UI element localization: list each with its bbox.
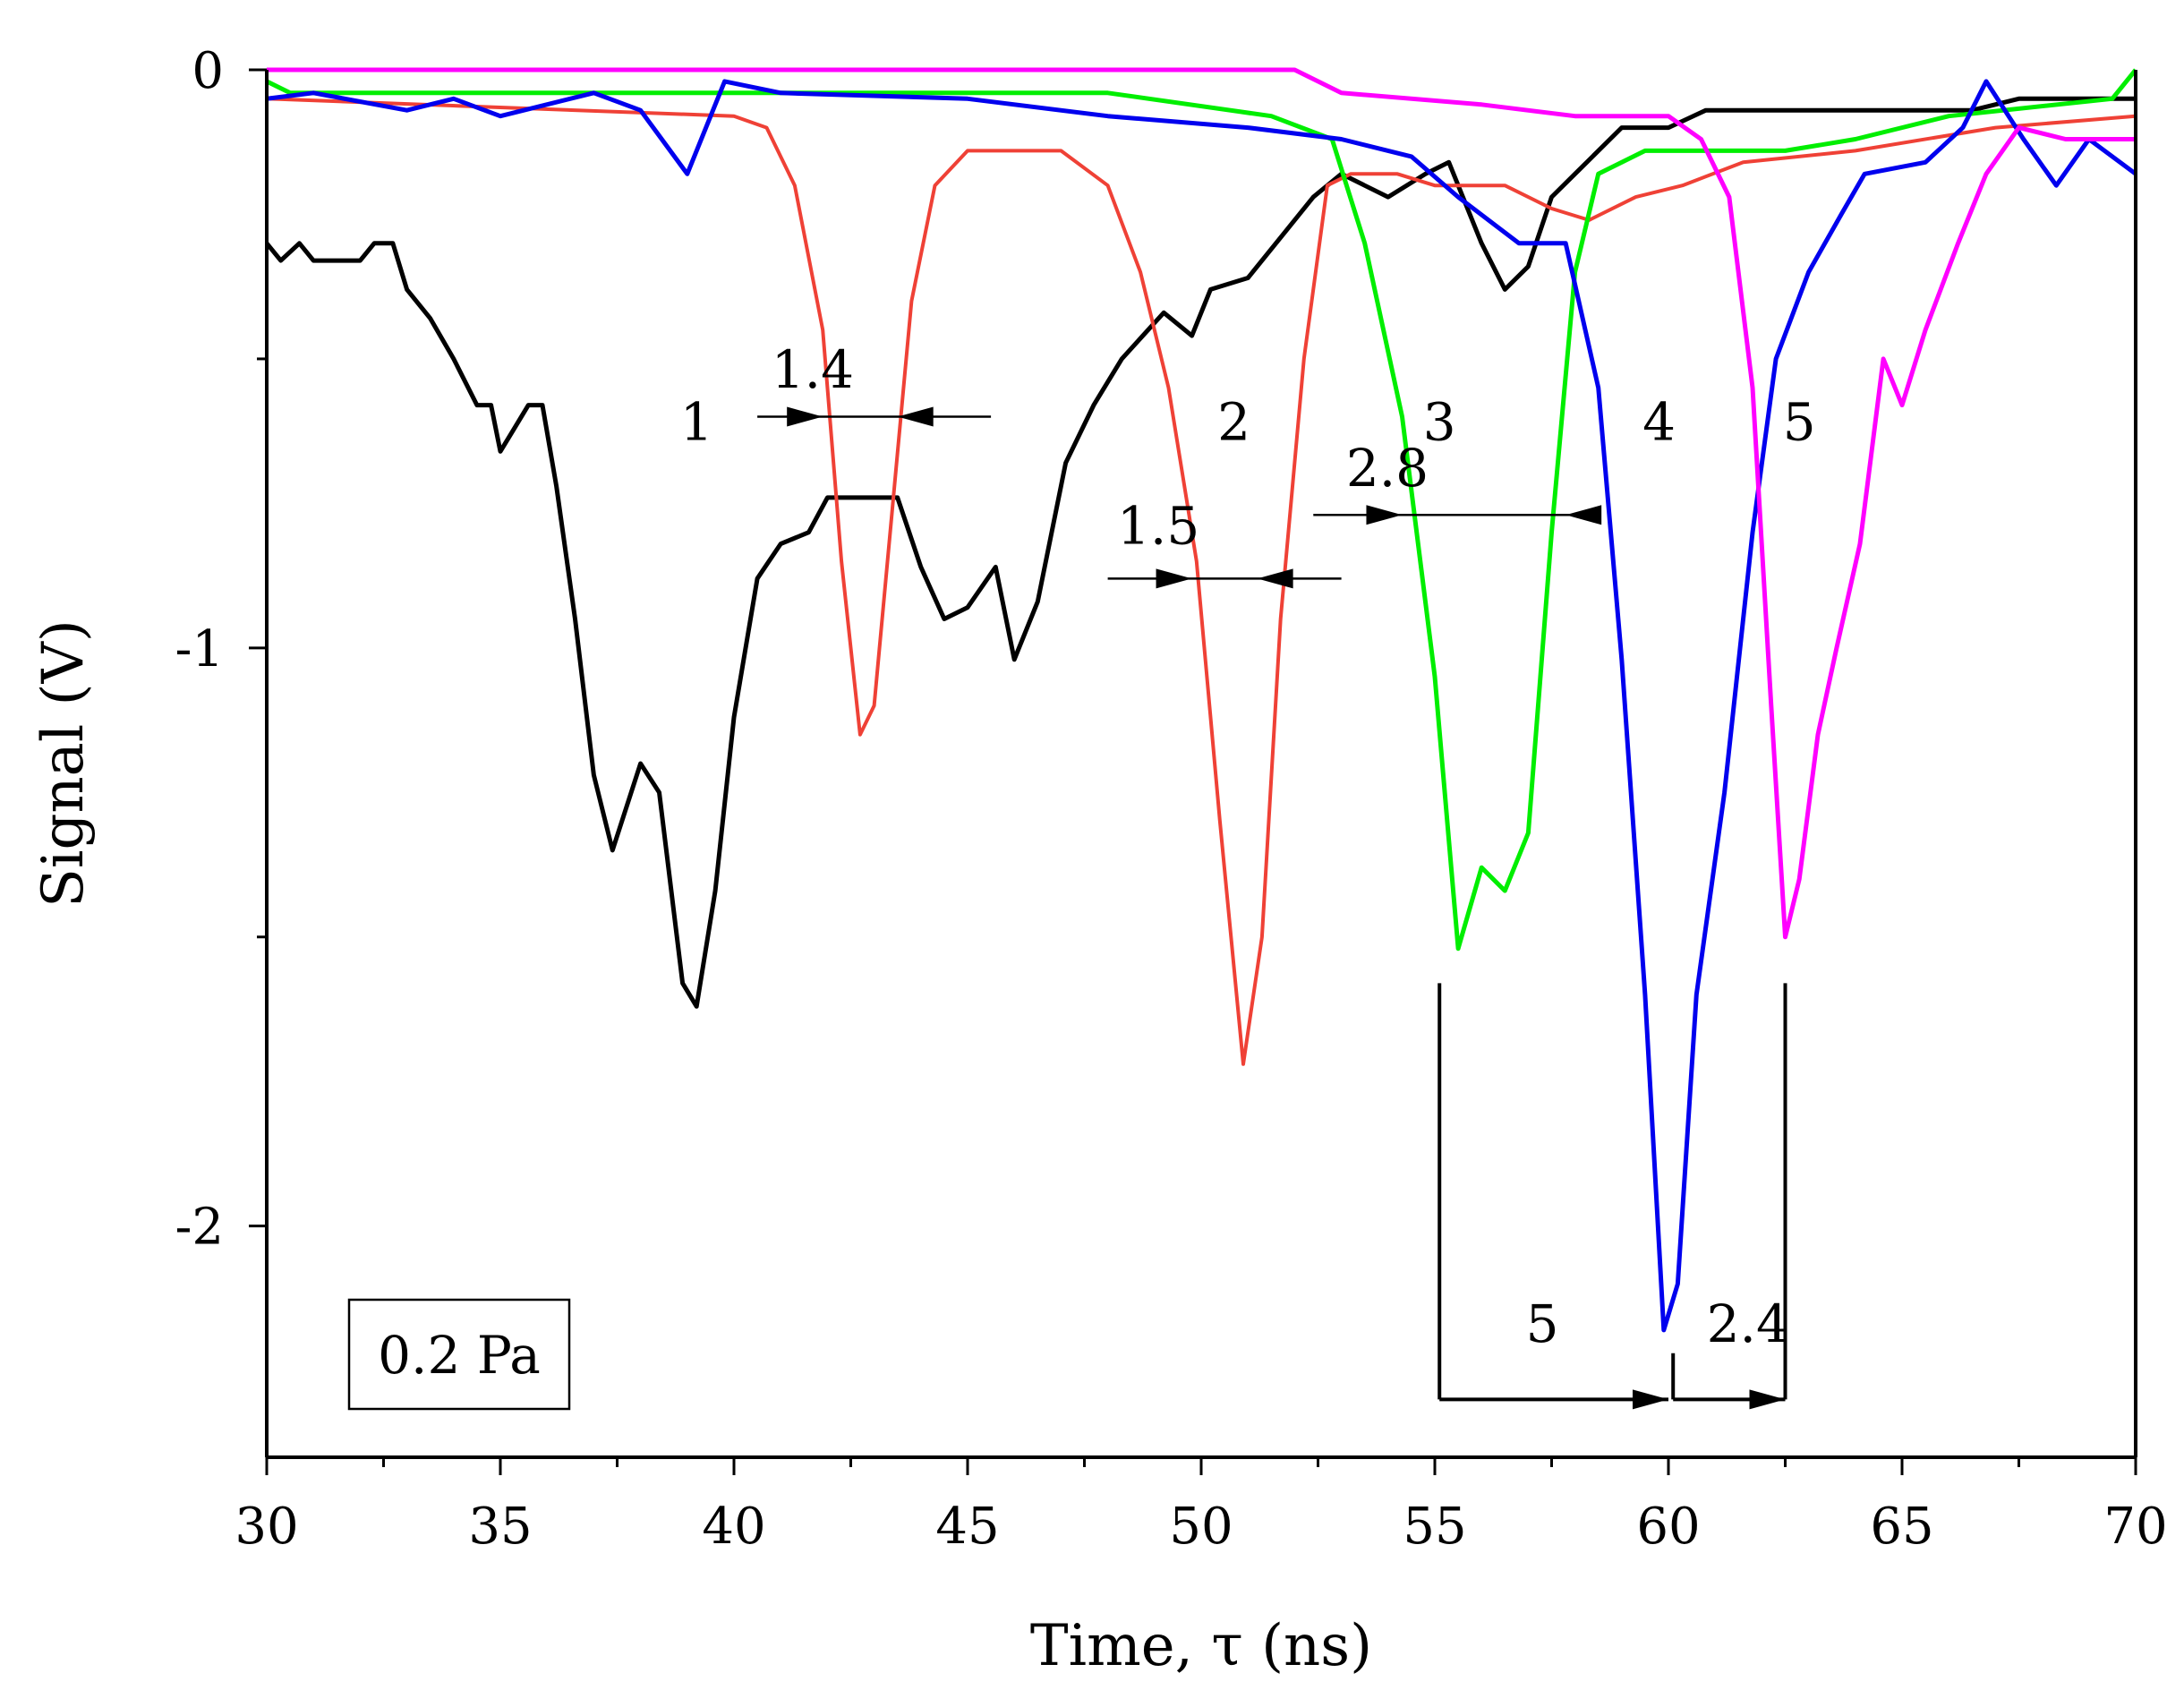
y-tick-label: 0 (192, 42, 224, 100)
series-layer (267, 67, 2137, 1333)
width-arrow-right-1.4 (897, 406, 934, 427)
x-tick-label: 65 (1870, 1498, 1933, 1556)
y-tick-label: -1 (175, 620, 224, 679)
x-tick-label: 35 (468, 1498, 532, 1556)
width-label-1.5: 1.5 (1117, 496, 1199, 557)
x-axis-title: Time, τ (ns) (1030, 1613, 1372, 1679)
x-tick-label: 60 (1636, 1498, 1700, 1556)
width-arrow-left-2.8 (1366, 505, 1403, 525)
peak-label-1: 1 (680, 391, 713, 452)
x-tick-label: 50 (1169, 1498, 1233, 1556)
annotations-layer: 1 2 3 4 5 1.4 1.5 2.8 5 2.4 (680, 339, 1816, 1410)
series-line-5 (267, 67, 2136, 940)
peak-label-2: 2 (1217, 391, 1250, 452)
series-line-3 (267, 68, 2137, 952)
y-tick-label: -2 (175, 1199, 224, 1257)
width-arrow-right-1.5 (1257, 568, 1293, 589)
interval-arrow-1 (1749, 1389, 1786, 1410)
pressure-label: 0.2 Pa (378, 1325, 541, 1386)
interval-arrow-0 (1633, 1389, 1668, 1410)
interval-label-0: 5 (1526, 1293, 1559, 1354)
series-line-1 (267, 96, 2136, 1009)
series-line-2 (267, 97, 2137, 1066)
width-label-1.4: 1.4 (772, 339, 854, 400)
peak-label-4: 4 (1642, 391, 1676, 452)
x-tick-label: 55 (1403, 1498, 1466, 1556)
interval-label-1: 2.4 (1707, 1293, 1789, 1354)
x-tick-label: 45 (935, 1498, 999, 1556)
pressure-box: 0.2 Pa (347, 1298, 571, 1411)
peak-label-5: 5 (1783, 391, 1816, 452)
width-arrow-left-1.4 (787, 406, 823, 427)
series-line-4 (267, 79, 2137, 1333)
peak-label-3: 3 (1423, 391, 1456, 452)
x-tick-label: 40 (702, 1498, 765, 1556)
width-arrow-right-2.8 (1565, 505, 1602, 525)
width-arrow-left-1.5 (1156, 568, 1192, 589)
ticks-layer: 30 35 40 45 50 55 60 65 700-1-2 (175, 42, 2167, 1556)
x-tick-label: 30 (235, 1498, 298, 1556)
pressure-box-frame (347, 1298, 571, 1411)
x-tick-label: 70 (2103, 1498, 2167, 1556)
y-axis-title: Signal (V) (30, 619, 97, 908)
width-label-2.8: 2.8 (1346, 438, 1429, 499)
plot-frame (265, 70, 2137, 1459)
